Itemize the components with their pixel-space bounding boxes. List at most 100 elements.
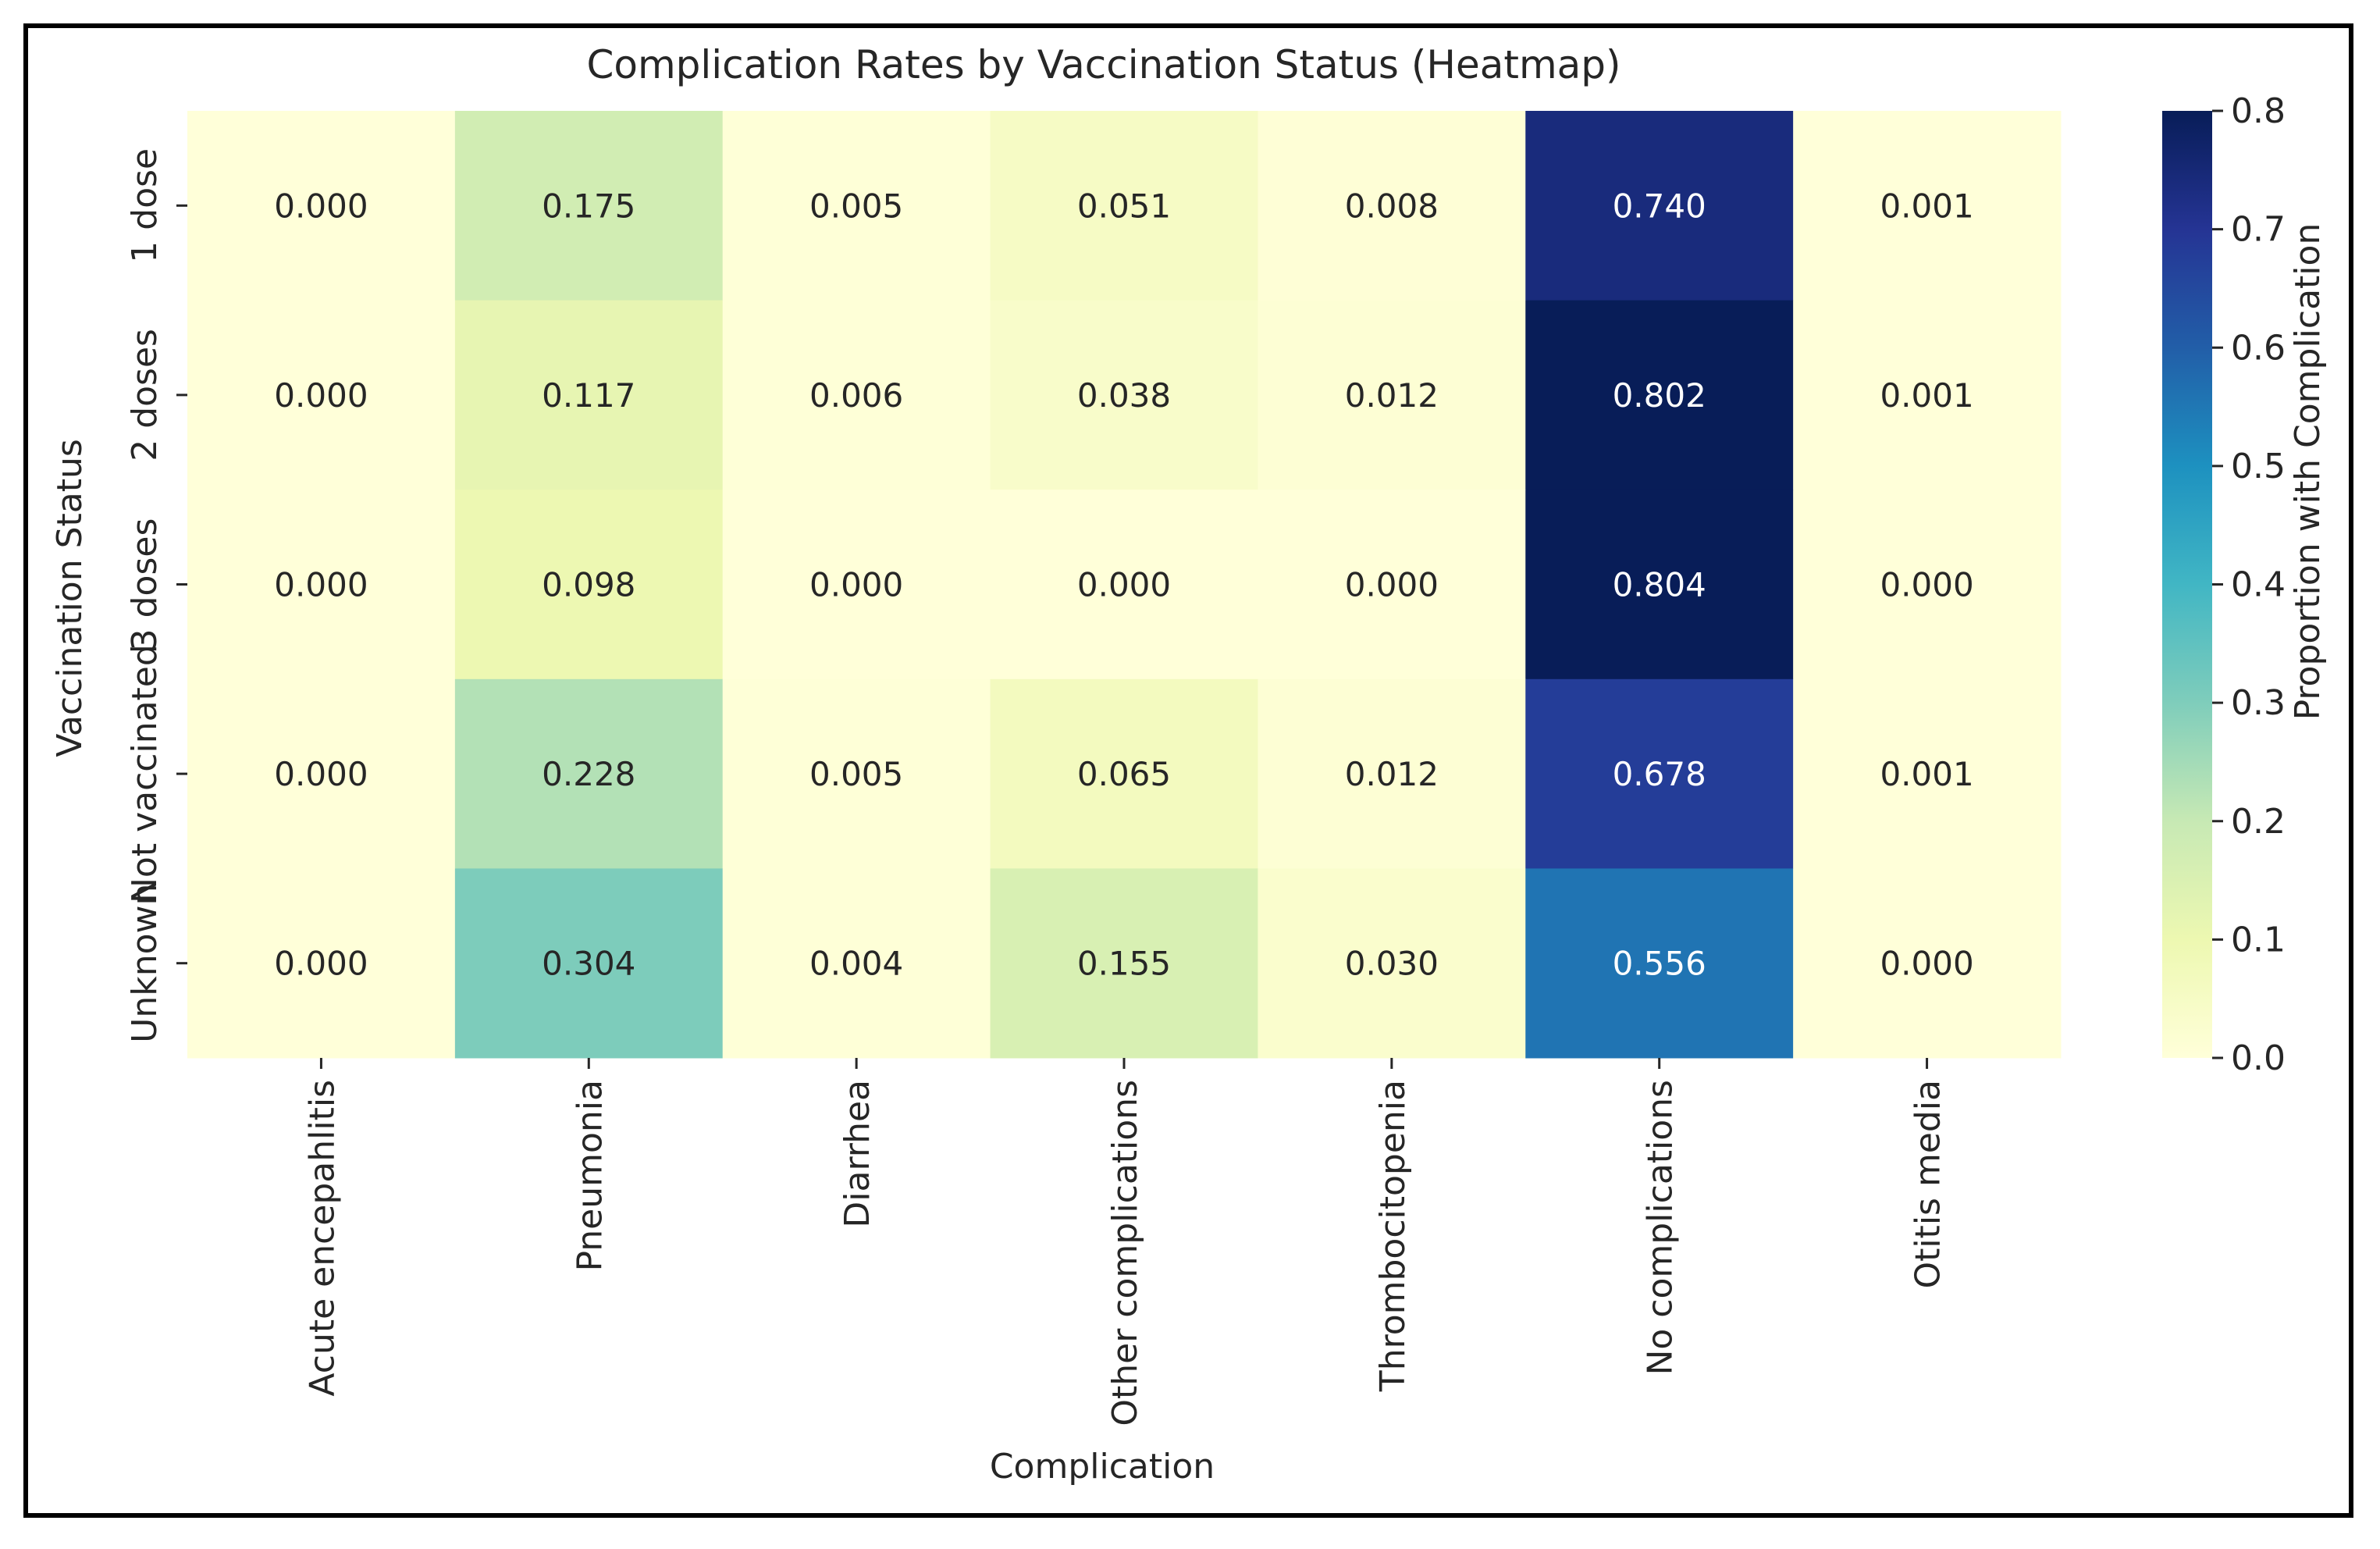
heatmap-cell [1793, 868, 2062, 1059]
heatmap-cell [1793, 300, 2062, 490]
heatmap-cell [1258, 300, 1526, 490]
heatmap-cell [1793, 678, 2062, 869]
heatmap-cell [454, 300, 724, 490]
heatmap-cell [1793, 490, 2062, 680]
cell-label: 0.012 [1345, 755, 1439, 793]
heatmap-cell [187, 490, 456, 680]
cell-label: 0.005 [809, 187, 903, 225]
cell-label: 0.304 [542, 945, 635, 983]
x-tick-label: Otitis media [1909, 1080, 1948, 1289]
heatmap-cell [1793, 111, 2062, 301]
heatmap-cell [990, 868, 1258, 1059]
x-tick-label: Thrombocitopenia [1373, 1080, 1413, 1392]
heatmap-cell [1258, 868, 1526, 1059]
heatmap-cell [990, 111, 1258, 301]
cell-label: 0.004 [809, 945, 903, 983]
colorbar-tick-label: 0.0 [2231, 1038, 2286, 1078]
cell-label: 0.000 [1077, 566, 1171, 604]
cell-label: 0.678 [1613, 755, 1706, 793]
chart-title: Complication Rates by Vaccination Status… [586, 42, 1620, 87]
heatmap-cell [187, 868, 456, 1059]
heatmap-cell [1525, 490, 1794, 680]
x-tick-label: Acute encepahlitis [302, 1080, 342, 1397]
heatmap-cell [990, 678, 1258, 869]
heatmap-cell [1525, 868, 1794, 1059]
cell-label: 0.000 [1880, 945, 1973, 983]
cell-label: 0.804 [1613, 566, 1706, 604]
colorbar-gradient [2162, 111, 2212, 1058]
colorbar-tick-label: 0.3 [2231, 683, 2286, 723]
cell-label: 0.000 [274, 755, 368, 793]
colorbar-tick-label: 0.4 [2231, 565, 2286, 605]
y-tick-label: 2 doses [125, 329, 165, 461]
heatmap-cell [1258, 111, 1526, 301]
cell-label: 0.117 [542, 376, 635, 415]
cell-label: 0.005 [809, 755, 903, 793]
colorbar-tick-label: 0.8 [2231, 91, 2286, 131]
colorbar-tick-label: 0.5 [2231, 447, 2286, 486]
heatmap-cell [990, 490, 1258, 680]
heatmap-cell [187, 300, 456, 490]
heatmap-cell [722, 678, 991, 869]
chart-frame: Complication Rates by Vaccination Status… [23, 23, 2353, 1518]
cell-label: 0.051 [1077, 187, 1171, 225]
x-axis: Acute encepahlitis Pneumonia Diarrhea Other… [302, 1058, 1948, 1426]
heatmap-cell [1525, 111, 1794, 301]
heatmap-cell [722, 490, 991, 680]
x-tick-label: Diarrhea [838, 1080, 877, 1228]
y-tick-label: 1 dose [125, 148, 165, 263]
cell-label: 0.740 [1613, 187, 1706, 225]
cell-label: 0.228 [542, 755, 635, 793]
colorbar: 0.0 0.1 0.2 0.3 0.4 0.5 0.6 0.7 0.8 [2162, 91, 2286, 1078]
cell-label: 0.006 [809, 376, 903, 415]
heatmap-cell [990, 300, 1258, 490]
x-tick-label: No complications [1641, 1080, 1681, 1376]
cell-label: 0.008 [1345, 187, 1439, 225]
cell-label: 0.001 [1880, 755, 1973, 793]
cell-label: 0.155 [1077, 945, 1171, 983]
cell-label: 0.001 [1880, 187, 1973, 225]
cell-label: 0.000 [274, 376, 368, 415]
x-tick-label: Pneumonia [570, 1080, 610, 1271]
heatmap-chart: Complication Rates by Vaccination Status… [50, 42, 2328, 1487]
y-tick-label: Unknown [125, 884, 165, 1043]
heatmap-cell [1258, 490, 1526, 680]
cell-label: 0.000 [274, 566, 368, 604]
colorbar-tick-label: 0.2 [2231, 802, 2286, 842]
cell-label: 0.000 [274, 187, 368, 225]
heatmap-cells: 0.000 0.175 0.005 0.051 0.008 0.740 0.001 0.000… [187, 111, 2062, 1059]
heatmap-cell [454, 490, 724, 680]
cell-label: 0.030 [1345, 945, 1439, 983]
cell-label: 0.802 [1613, 376, 1706, 415]
heatmap-cell [722, 300, 991, 490]
cell-label: 0.175 [542, 187, 635, 225]
cell-label: 0.000 [274, 945, 368, 983]
heatmap-cell [1525, 678, 1794, 869]
cell-label: 0.012 [1345, 376, 1439, 415]
y-axis-label: Vaccination Status [50, 439, 90, 757]
cell-label: 0.038 [1077, 376, 1171, 415]
cell-label: 0.065 [1077, 755, 1171, 793]
cell-label: 0.000 [1345, 566, 1439, 604]
colorbar-tick-label: 0.1 [2231, 920, 2286, 960]
cell-label: 0.000 [809, 566, 903, 604]
heatmap-cell [722, 111, 991, 301]
cell-label: 0.001 [1880, 376, 1973, 415]
cell-label: 0.000 [1880, 566, 1973, 604]
x-tick-label: Other complications [1105, 1080, 1145, 1426]
colorbar-tick-label: 0.7 [2231, 210, 2286, 250]
heatmap-cell [454, 868, 724, 1059]
heatmap-cell [187, 111, 456, 301]
heatmap-cell [454, 678, 724, 869]
heatmap-cell [722, 868, 991, 1059]
y-tick-label: Not vaccinated [125, 644, 165, 903]
cell-label: 0.556 [1613, 945, 1706, 983]
y-tick-label: 3 doses [125, 518, 165, 651]
heatmap-cell [454, 111, 724, 301]
heatmap-cell [1525, 300, 1794, 490]
colorbar-label: Proportion with Complication [2288, 223, 2328, 721]
colorbar-tick-label: 0.6 [2231, 328, 2286, 368]
heatmap-cell [1258, 678, 1526, 869]
x-axis-label: Complication [990, 1447, 1215, 1487]
